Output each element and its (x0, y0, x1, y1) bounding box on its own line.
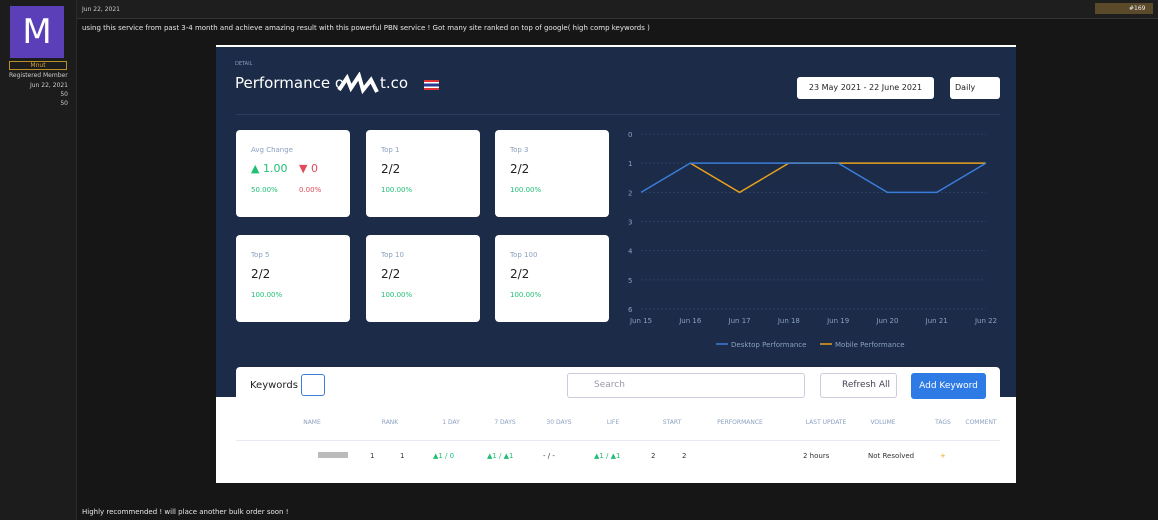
stat-card: Top 3 2/2 100.00% (495, 130, 609, 217)
post-footer: Highly recommended ! will place another … (82, 508, 289, 516)
avatar[interactable]: M (10, 6, 64, 58)
keywords-label: Keywords (250, 380, 298, 391)
series-line (640, 162, 987, 194)
column-header: TAGS (935, 419, 951, 426)
search[interactable]: Search (567, 373, 805, 398)
table-cell: ▲1 / ▲1 (487, 452, 514, 460)
card-label: Top 5 (251, 251, 270, 259)
avg-card: Avg Change ▲ 1.00 ▼ 0 50.00% 0.00% (236, 130, 350, 217)
card-value: 2/2 (381, 267, 401, 281)
table-cell: Not Resolved (868, 452, 915, 460)
series-line (689, 162, 986, 194)
card-value: 2/2 (381, 162, 401, 176)
column-header: START (662, 419, 682, 426)
joined: Jun 22, 2021 (29, 82, 68, 89)
card-label: Avg Change (251, 146, 293, 154)
card-label: Top 10 (381, 251, 404, 259)
y-tick-label: 5 (628, 277, 632, 285)
y-tick-label: 2 (628, 189, 632, 197)
post-text: using this service from past 3-4 month a… (82, 24, 650, 32)
date-range[interactable]: 23 May 2021 - 22 June 2021 (797, 77, 934, 99)
card-pct: 100.00% (381, 291, 413, 299)
card-label: Top 100 (510, 251, 538, 259)
card-pct: 100.00% (251, 291, 283, 299)
avg-down: ▼ 0 (299, 162, 318, 175)
stat-card: Top 100 2/2 100.00% (495, 235, 609, 322)
card-label: Top 3 (510, 146, 529, 154)
avg-down-pct: 0.00% (299, 186, 322, 194)
add-keyword[interactable]: Add Keyword (911, 373, 986, 399)
column-header: 30 DAYS (546, 419, 572, 426)
column-header: VOLUME (870, 419, 896, 426)
card-pct: 100.00% (510, 291, 542, 299)
column-header: PERFORMANCE (717, 419, 763, 426)
card-label: Top 1 (381, 146, 400, 154)
y-tick-label: 3 (628, 219, 632, 227)
messages: 50 (60, 91, 68, 98)
stat-card: Top 5 2/2 100.00% (236, 235, 350, 322)
refresh-button[interactable]: Refresh All (820, 373, 897, 398)
x-tick-label: Jun 18 (777, 317, 800, 325)
title-prefix: Performance o (235, 74, 344, 92)
column-header: RANK (381, 419, 399, 426)
column-header: 1 DAY (442, 419, 460, 426)
flag (424, 80, 439, 90)
username[interactable]: Mnut (9, 61, 67, 70)
x-tick-label: Jun 19 (826, 317, 849, 325)
column-header: COMMENT (965, 419, 997, 426)
card-value: 2/2 (251, 267, 271, 281)
card-pct: 100.00% (510, 186, 542, 194)
post-header (0, 0, 1158, 19)
table-cell: - / - (543, 452, 555, 460)
x-tick-label: Jun 21 (925, 317, 948, 325)
title-suffix: t.co (380, 74, 409, 92)
interval-select[interactable]: Daily (950, 77, 1000, 99)
table-cell: ▲1 / 0 (433, 452, 455, 460)
avg-up-pct: 50.00% (251, 186, 278, 194)
sidebar (0, 0, 77, 520)
column-header: LIFE (606, 419, 620, 426)
x-tick-label: Jun 22 (974, 317, 997, 325)
column-header: NAME (303, 419, 321, 426)
y-tick-label: 1 (628, 160, 632, 168)
table-cell: + (940, 452, 946, 460)
table-cell: 2 hours (803, 452, 830, 460)
detail-label: DETAIL (235, 61, 253, 67)
column-header: 7 DAYS (494, 419, 516, 426)
x-tick-label: Jun 15 (629, 317, 652, 325)
user-role: Registered Member (9, 72, 68, 79)
y-tick-label: 4 (628, 248, 633, 256)
y-tick-label: 0 (628, 131, 632, 139)
x-tick-label: Jun 20 (875, 317, 898, 325)
table-cell: 2 (651, 452, 656, 460)
card-value: 2/2 (510, 267, 530, 281)
stat-card: Top 10 2/2 100.00% (366, 235, 480, 322)
table-cell: 1 (370, 452, 375, 460)
table-cell: 1 (400, 452, 405, 460)
redacted-name (318, 452, 348, 458)
card-value: 2/2 (510, 162, 530, 176)
stat-card: Top 1 2/2 100.00% (366, 130, 480, 217)
reactions: 50 (60, 100, 68, 107)
share-button[interactable] (301, 374, 325, 396)
redaction (337, 72, 379, 95)
post-number[interactable]: #169 (1095, 3, 1153, 14)
table-cell: 2 (682, 452, 687, 460)
legend-label: Desktop Performance (731, 341, 806, 349)
y-tick-label: 6 (628, 306, 633, 314)
x-tick-label: Jun 16 (678, 317, 702, 325)
legend-label: Mobile Performance (835, 341, 905, 349)
x-tick-label: Jun 17 (728, 317, 751, 325)
post-date: Jun 22, 2021 (82, 6, 121, 13)
table-cell: ▲1 / ▲1 (594, 452, 621, 460)
avg-up: ▲ 1.00 (251, 162, 288, 175)
column-header: LAST UPDATE (805, 419, 847, 426)
card-pct: 100.00% (381, 186, 413, 194)
